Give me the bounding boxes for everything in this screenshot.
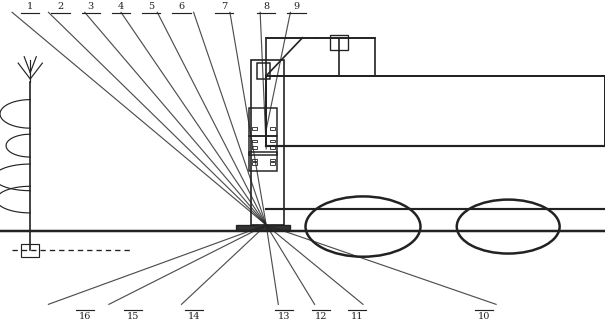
Text: 11: 11 (351, 312, 363, 321)
Text: 6: 6 (178, 2, 185, 11)
Bar (330, 35, 348, 50)
Text: 12: 12 (315, 312, 327, 321)
Text: 16: 16 (79, 312, 91, 321)
Bar (270, 140, 275, 142)
Bar (236, 225, 290, 230)
Bar (249, 136, 277, 155)
Bar (266, 76, 605, 146)
Text: 3: 3 (88, 2, 94, 11)
Bar (249, 152, 277, 171)
Bar (270, 159, 275, 162)
Bar (257, 63, 270, 79)
Bar (266, 38, 375, 76)
Text: 9: 9 (293, 2, 299, 11)
Text: 2: 2 (57, 2, 64, 11)
Bar (21, 244, 39, 257)
Text: 13: 13 (278, 312, 290, 321)
Text: 8: 8 (263, 2, 269, 11)
Bar (270, 127, 275, 130)
Bar (252, 127, 257, 130)
Bar (270, 162, 275, 165)
Bar (270, 146, 275, 149)
Text: 14: 14 (188, 312, 200, 321)
Bar (252, 140, 257, 142)
Text: 5: 5 (148, 2, 154, 11)
Text: 4: 4 (118, 2, 124, 11)
Circle shape (258, 225, 268, 230)
Bar (252, 162, 257, 165)
Bar (249, 108, 277, 136)
Text: 15: 15 (127, 312, 139, 321)
Text: 7: 7 (221, 2, 227, 11)
Bar (252, 159, 257, 162)
Text: 10: 10 (478, 312, 490, 321)
Bar (251, 60, 284, 225)
Bar (252, 146, 257, 149)
Text: 1: 1 (27, 2, 33, 11)
